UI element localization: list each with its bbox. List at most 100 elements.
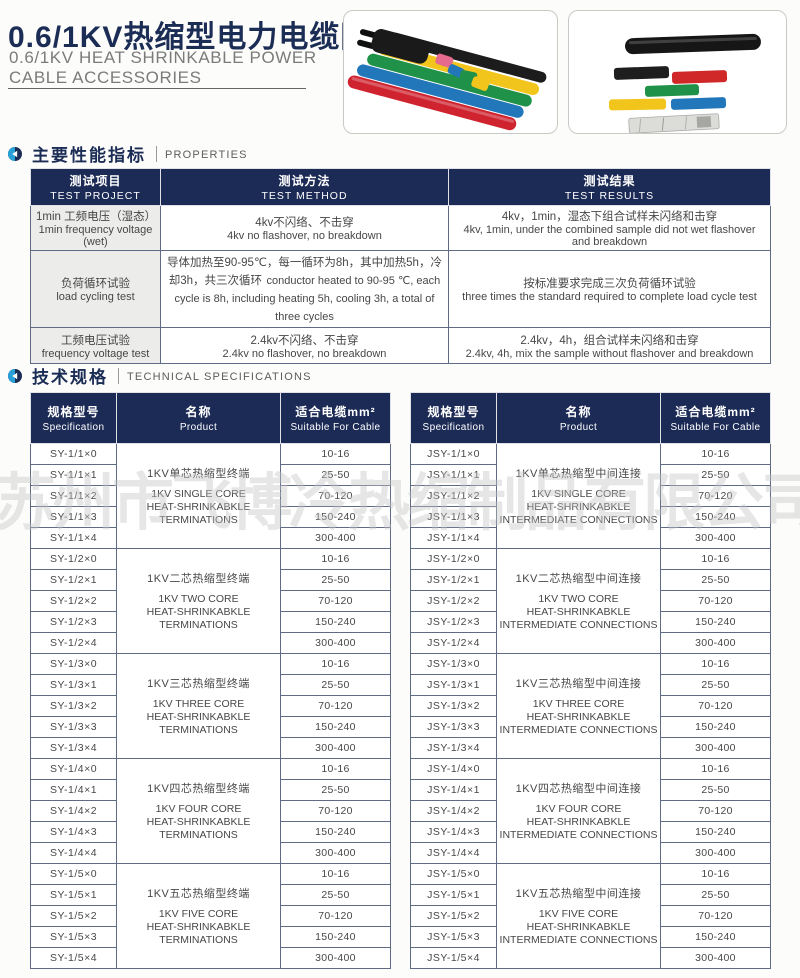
- properties-row: 负荷循环试验 load cycling test 导体加热至90-95℃，每一循…: [30, 250, 771, 328]
- product-name-cn: 1KV五芯热缩型终端: [147, 887, 250, 900]
- spec-row: SY-1/4×3 150-240: [30, 821, 391, 843]
- product-name-en: 1KV SINGLE CORE HEAT-SHRINKABKLE INTERME…: [499, 487, 658, 527]
- test-results-cell: 4kv，1min，湿态下组合试样未闪络和击穿 4kv, 1min, under …: [448, 205, 771, 251]
- model-cell: JSY-1/2×3: [410, 611, 497, 633]
- cable-range-cell: 25-50: [280, 779, 391, 801]
- model-cell: JSY-1/4×3: [410, 821, 497, 843]
- page-title: 0.6/1KV热缩型电力电缆附件: [8, 21, 403, 54]
- spec-row: SY-1/2×0 1KV二芯热缩型终端 1KV TWO CORE HEAT-SHRI…: [30, 548, 391, 654]
- model-cell: SY-1/1×3: [30, 506, 117, 528]
- model-cell: SY-1/3×1: [30, 674, 117, 696]
- title-separator: [156, 145, 157, 162]
- spec-row: JSY-1/3×3 150-240: [410, 716, 771, 738]
- model-cell: JSY-1/5×0: [410, 863, 497, 885]
- model-cell: SY-1/1×0: [30, 443, 117, 465]
- page-subtitle: 0.6/1KV HEAT SHRINKABLE POWER CABLE ACCE…: [9, 48, 317, 89]
- properties-section-header: 主要性能指标 PROPERTIES: [8, 141, 248, 166]
- foil-pack: [628, 113, 720, 134]
- col-header-product: 名称 Product: [496, 392, 661, 444]
- product-name-cn: 1KV三芯热缩型终端: [147, 677, 250, 690]
- cable-range-cell: 10-16: [660, 758, 771, 780]
- spec-row: JSY-1/5×0 1KV五芯热缩型中间连接 1KV FIVE CORE HEAT-…: [410, 863, 771, 969]
- product-name-cn: 1KV二芯热缩型终端: [147, 572, 250, 585]
- product-name-cell: 1KV单芯热缩型终端 1KV SINGLE CORE HEAT-SHRINKABK…: [116, 443, 281, 549]
- product-name-en: 1KV FIVE CORE HEAT-SHRINKABKLE INTERMEDI…: [499, 907, 658, 947]
- model-cell: SY-1/5×2: [30, 905, 117, 927]
- spec-row: JSY-1/1×3 150-240: [410, 506, 771, 528]
- properties-row: 1min 工频电压（湿态） 1min frequency voltage (we…: [30, 205, 771, 251]
- model-cell: SY-1/4×4: [30, 842, 117, 864]
- spec-row: JSY-1/3×0 1KV三芯热缩型中间连接 1KV THREE CORE HEAT…: [410, 653, 771, 759]
- model-cell: JSY-1/3×2: [410, 695, 497, 717]
- cable-range-cell: 70-120: [660, 590, 771, 612]
- col-header-test-project: 测试项目 TEST PROJECT: [30, 168, 161, 206]
- cable-range-cell: 10-16: [280, 758, 391, 780]
- product-name-cn: 1KV二芯热缩型中间连接: [515, 572, 642, 585]
- spec-row: JSY-1/4×3 150-240: [410, 821, 771, 843]
- colour-rings: [435, 53, 490, 91]
- cable-range-cell: 300-400: [280, 527, 391, 549]
- spec-row: JSY-1/3×2 70-120: [410, 695, 771, 717]
- model-cell: SY-1/5×4: [30, 947, 117, 969]
- specs-title-cn: 技术规格: [32, 368, 108, 387]
- cable-range-cell: 150-240: [280, 716, 391, 738]
- spec-row: JSY-1/2×2 70-120: [410, 590, 771, 612]
- cable-range-cell: 150-240: [280, 611, 391, 633]
- spec-row: JSY-1/1×0 1KV单芯热缩型中间连接 1KV SINGLE CORE HEA…: [410, 443, 771, 549]
- model-cell: SY-1/5×0: [30, 863, 117, 885]
- model-cell: JSY-1/3×1: [410, 674, 497, 696]
- cable-range-cell: 70-120: [280, 485, 391, 507]
- model-cell: SY-1/4×3: [30, 821, 117, 843]
- specs-title-en: TECHNICAL SPECIFICATIONS: [127, 371, 312, 383]
- model-cell: JSY-1/1×3: [410, 506, 497, 528]
- properties-title-en: PROPERTIES: [165, 149, 248, 161]
- model-cell: JSY-1/1×0: [410, 443, 497, 465]
- col-header-specification: 规格型号 Specification: [30, 392, 117, 444]
- product-name-en: 1KV TWO CORE HEAT-SHRINKABKLE INTERMEDIA…: [499, 592, 658, 632]
- product-name-cn: 1KV三芯热缩型中间连接: [515, 677, 642, 690]
- spec-row: SY-1/5×0 1KV五芯热缩型终端 1KV FIVE CORE HEAT-SHR…: [30, 863, 391, 969]
- model-cell: SY-1/3×2: [30, 695, 117, 717]
- cable-range-cell: 70-120: [660, 905, 771, 927]
- breakout-boot: [357, 29, 430, 64]
- test-project-cell: 工频电压试验 frequency voltage test: [30, 327, 161, 364]
- section-bullet-icon: [8, 146, 22, 161]
- spec-row: SY-1/5×3 150-240: [30, 926, 391, 948]
- product-name-cn: 1KV四芯热缩型中间连接: [515, 782, 642, 795]
- model-cell: SY-1/5×3: [30, 926, 117, 948]
- cable-range-cell: 150-240: [660, 506, 771, 528]
- test-method-cell: 2.4kv不闪络、不击穿 2.4kv no flashover, no brea…: [160, 327, 449, 364]
- product-name-cell: 1KV四芯热缩型中间连接 1KV FOUR CORE HEAT-SHRINKABK…: [496, 758, 661, 864]
- spec-row: JSY-1/4×0 1KV四芯热缩型中间连接 1KV FOUR CORE HEAT-…: [410, 758, 771, 864]
- model-cell: SY-1/3×4: [30, 737, 117, 759]
- spec-row: JSY-1/2×3 150-240: [410, 611, 771, 633]
- page-subtitle-line2: CABLE ACCESSORIES: [9, 68, 202, 88]
- spec-table-connections: 规格型号 Specification 名称 Product 适合电缆mm² Su…: [410, 392, 771, 969]
- spec-row: SY-1/2×2 70-120: [30, 590, 391, 612]
- spec-row: JSY-1/1×4 300-400: [410, 527, 771, 549]
- product-name-cell: 1KV五芯热缩型中间连接 1KV FIVE CORE HEAT-SHRINKABK…: [496, 863, 661, 969]
- model-cell: SY-1/4×1: [30, 779, 117, 801]
- properties-row: 工频电压试验 frequency voltage test 2.4kv不闪络、不…: [30, 327, 771, 364]
- model-cell: SY-1/5×1: [30, 884, 117, 906]
- title-separator: [118, 367, 119, 384]
- model-cell: JSY-1/5×4: [410, 947, 497, 969]
- model-cell: JSY-1/1×1: [410, 464, 497, 486]
- product-name-cell: 1KV单芯热缩型中间连接 1KV SINGLE CORE HEAT-SHRINKA…: [496, 443, 661, 549]
- cable-range-cell: 300-400: [280, 632, 391, 654]
- col-header-test-results: 测试结果 TEST RESULTS: [448, 168, 771, 206]
- spec-row: JSY-1/4×1 25-50: [410, 779, 771, 801]
- cable-range-cell: 25-50: [660, 779, 771, 801]
- cable-range-cell: 25-50: [280, 674, 391, 696]
- model-cell: JSY-1/2×0: [410, 548, 497, 570]
- product-name-en: 1KV THREE CORE HEAT-SHRINKABKLE INTERMED…: [499, 697, 658, 737]
- spec-row: JSY-1/1×1 25-50: [410, 464, 771, 486]
- spec-row: SY-1/4×2 70-120: [30, 800, 391, 822]
- cable-range-cell: 300-400: [660, 527, 771, 549]
- test-method-cell: 4kv不闪络、不击穿 4kv no flashover, no breakdow…: [160, 205, 449, 251]
- spec-header-row: 规格型号 Specification 名称 Product 适合电缆mm² Su…: [410, 392, 771, 444]
- spec-row: JSY-1/5×1 25-50: [410, 884, 771, 906]
- cable-range-cell: 25-50: [660, 569, 771, 591]
- title-divider: [8, 88, 306, 89]
- model-cell: JSY-1/4×0: [410, 758, 497, 780]
